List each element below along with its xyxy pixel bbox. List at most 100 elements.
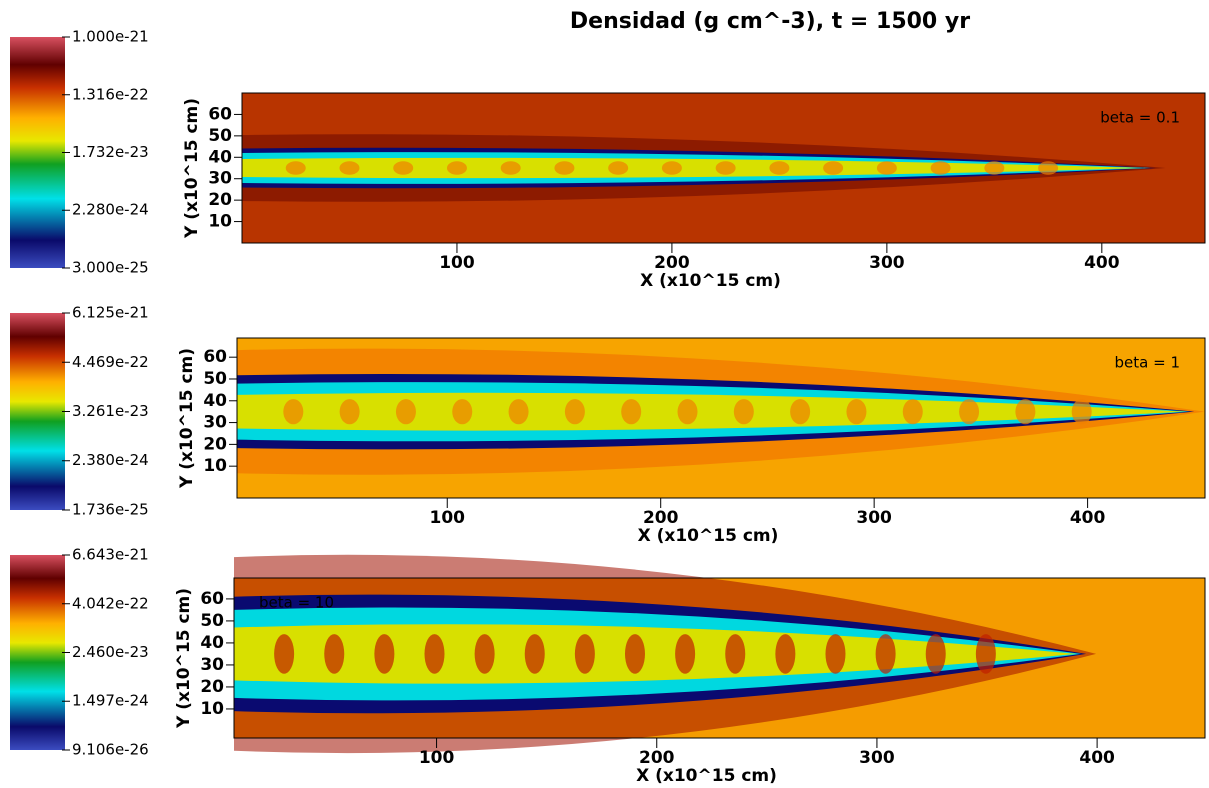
knot <box>474 634 495 674</box>
knot <box>769 161 790 175</box>
knot <box>500 161 521 175</box>
knot <box>1071 399 1092 425</box>
colorbar <box>10 313 65 510</box>
x-tick-label: 100 <box>429 508 465 528</box>
knot <box>374 634 395 674</box>
x-axis-label: X (x10^15 cm) <box>638 526 779 546</box>
y-tick-label: 20 <box>203 434 227 454</box>
plot-frame <box>233 577 1206 739</box>
jet-core <box>234 624 1077 684</box>
jet-core <box>237 392 1185 431</box>
x-tick-label: 200 <box>643 508 679 528</box>
knot <box>608 161 629 175</box>
x-tick-label: 300 <box>869 253 905 273</box>
knot <box>902 399 923 425</box>
jet-core <box>242 157 1146 179</box>
knot <box>823 161 844 175</box>
colorbar-tick-label: 6.643e-21 <box>72 546 149 564</box>
knot <box>875 634 896 674</box>
colorbar-tick-label: 2.460e-23 <box>72 643 149 661</box>
plot-frame <box>236 337 1206 499</box>
knot <box>283 399 304 425</box>
y-tick-label: 40 <box>208 147 232 167</box>
y-tick-label: 10 <box>203 456 227 476</box>
colorbar-tick-label: 9.106e-26 <box>72 741 149 759</box>
knot <box>675 634 696 674</box>
x-tick-label: 300 <box>859 748 895 768</box>
knot <box>424 634 445 674</box>
y-tick-label: 10 <box>208 212 232 232</box>
y-tick-label: 50 <box>200 611 224 631</box>
x-tick-label: 400 <box>1070 508 1106 528</box>
knot <box>624 634 645 674</box>
knot <box>825 634 846 674</box>
knot <box>984 161 1005 175</box>
knot <box>452 399 473 425</box>
knot <box>661 161 682 175</box>
y-tick-label: 10 <box>200 699 224 719</box>
x-tick-label: 400 <box>1084 253 1120 273</box>
y-tick-label: 50 <box>208 126 232 146</box>
x-tick-label: 100 <box>419 748 455 768</box>
knot <box>1038 161 1059 175</box>
knot <box>339 161 360 175</box>
title: Densidad (g cm^-3), t = 1500 yr <box>570 9 970 34</box>
colorbar <box>10 555 65 750</box>
colorbar-tick-label: 6.125e-21 <box>72 304 149 322</box>
colorbar <box>10 37 65 268</box>
y-tick-label: 30 <box>203 413 227 433</box>
knot <box>715 161 736 175</box>
knot <box>395 399 416 425</box>
colorbar-tick-label: 4.042e-22 <box>72 594 149 612</box>
knot <box>564 399 585 425</box>
knot <box>876 161 897 175</box>
knot <box>925 634 946 674</box>
y-tick-label: 60 <box>200 589 224 609</box>
annotation: beta = 10 <box>259 594 334 612</box>
annotation: beta = 1 <box>1115 354 1180 372</box>
y-tick-label: 40 <box>203 391 227 411</box>
knot <box>446 161 467 175</box>
y-tick-label: 30 <box>200 655 224 675</box>
knot <box>846 399 867 425</box>
knot <box>508 399 529 425</box>
y-tick-label: 60 <box>203 347 227 367</box>
knot <box>733 399 754 425</box>
colorbar-tick-label: 2.280e-24 <box>72 201 149 219</box>
colorbar-tick-label: 4.469e-22 <box>72 353 149 371</box>
colorbar-tick-label: 3.000e-25 <box>72 259 149 277</box>
knot <box>285 161 306 175</box>
knot <box>339 399 360 425</box>
knot <box>959 399 980 425</box>
x-axis-label: X (x10^15 cm) <box>640 271 781 291</box>
colorbar-tick-label: 1.000e-21 <box>72 28 149 46</box>
colorbar-tick-label: 1.316e-22 <box>72 85 149 103</box>
knot <box>790 399 811 425</box>
y-axis-label: Y (x10^15 cm) <box>174 588 194 729</box>
x-tick-label: 200 <box>639 748 675 768</box>
knot <box>975 634 996 674</box>
x-tick-label: 400 <box>1079 748 1115 768</box>
knot <box>677 399 698 425</box>
knot <box>393 161 414 175</box>
knot <box>1015 399 1036 425</box>
knot <box>324 634 345 674</box>
knot <box>621 399 642 425</box>
y-tick-label: 30 <box>208 169 232 189</box>
y-tick-label: 40 <box>200 633 224 653</box>
knot <box>574 634 595 674</box>
x-tick-label: 200 <box>654 253 690 273</box>
y-axis-label: Y (x10^15 cm) <box>177 348 197 489</box>
annotation: beta = 0.1 <box>1100 109 1180 127</box>
y-tick-label: 60 <box>208 104 232 124</box>
colorbar-tick-label: 2.380e-24 <box>72 451 149 469</box>
y-tick-label: 20 <box>208 190 232 210</box>
y-axis-label: Y (x10^15 cm) <box>182 98 202 239</box>
colorbar-tick-label: 1.497e-24 <box>72 692 149 710</box>
y-tick-label: 50 <box>203 369 227 389</box>
knot <box>930 161 951 175</box>
plot-frame <box>241 92 1206 244</box>
knot <box>524 634 545 674</box>
colorbar-tick-label: 1.732e-23 <box>72 143 149 161</box>
